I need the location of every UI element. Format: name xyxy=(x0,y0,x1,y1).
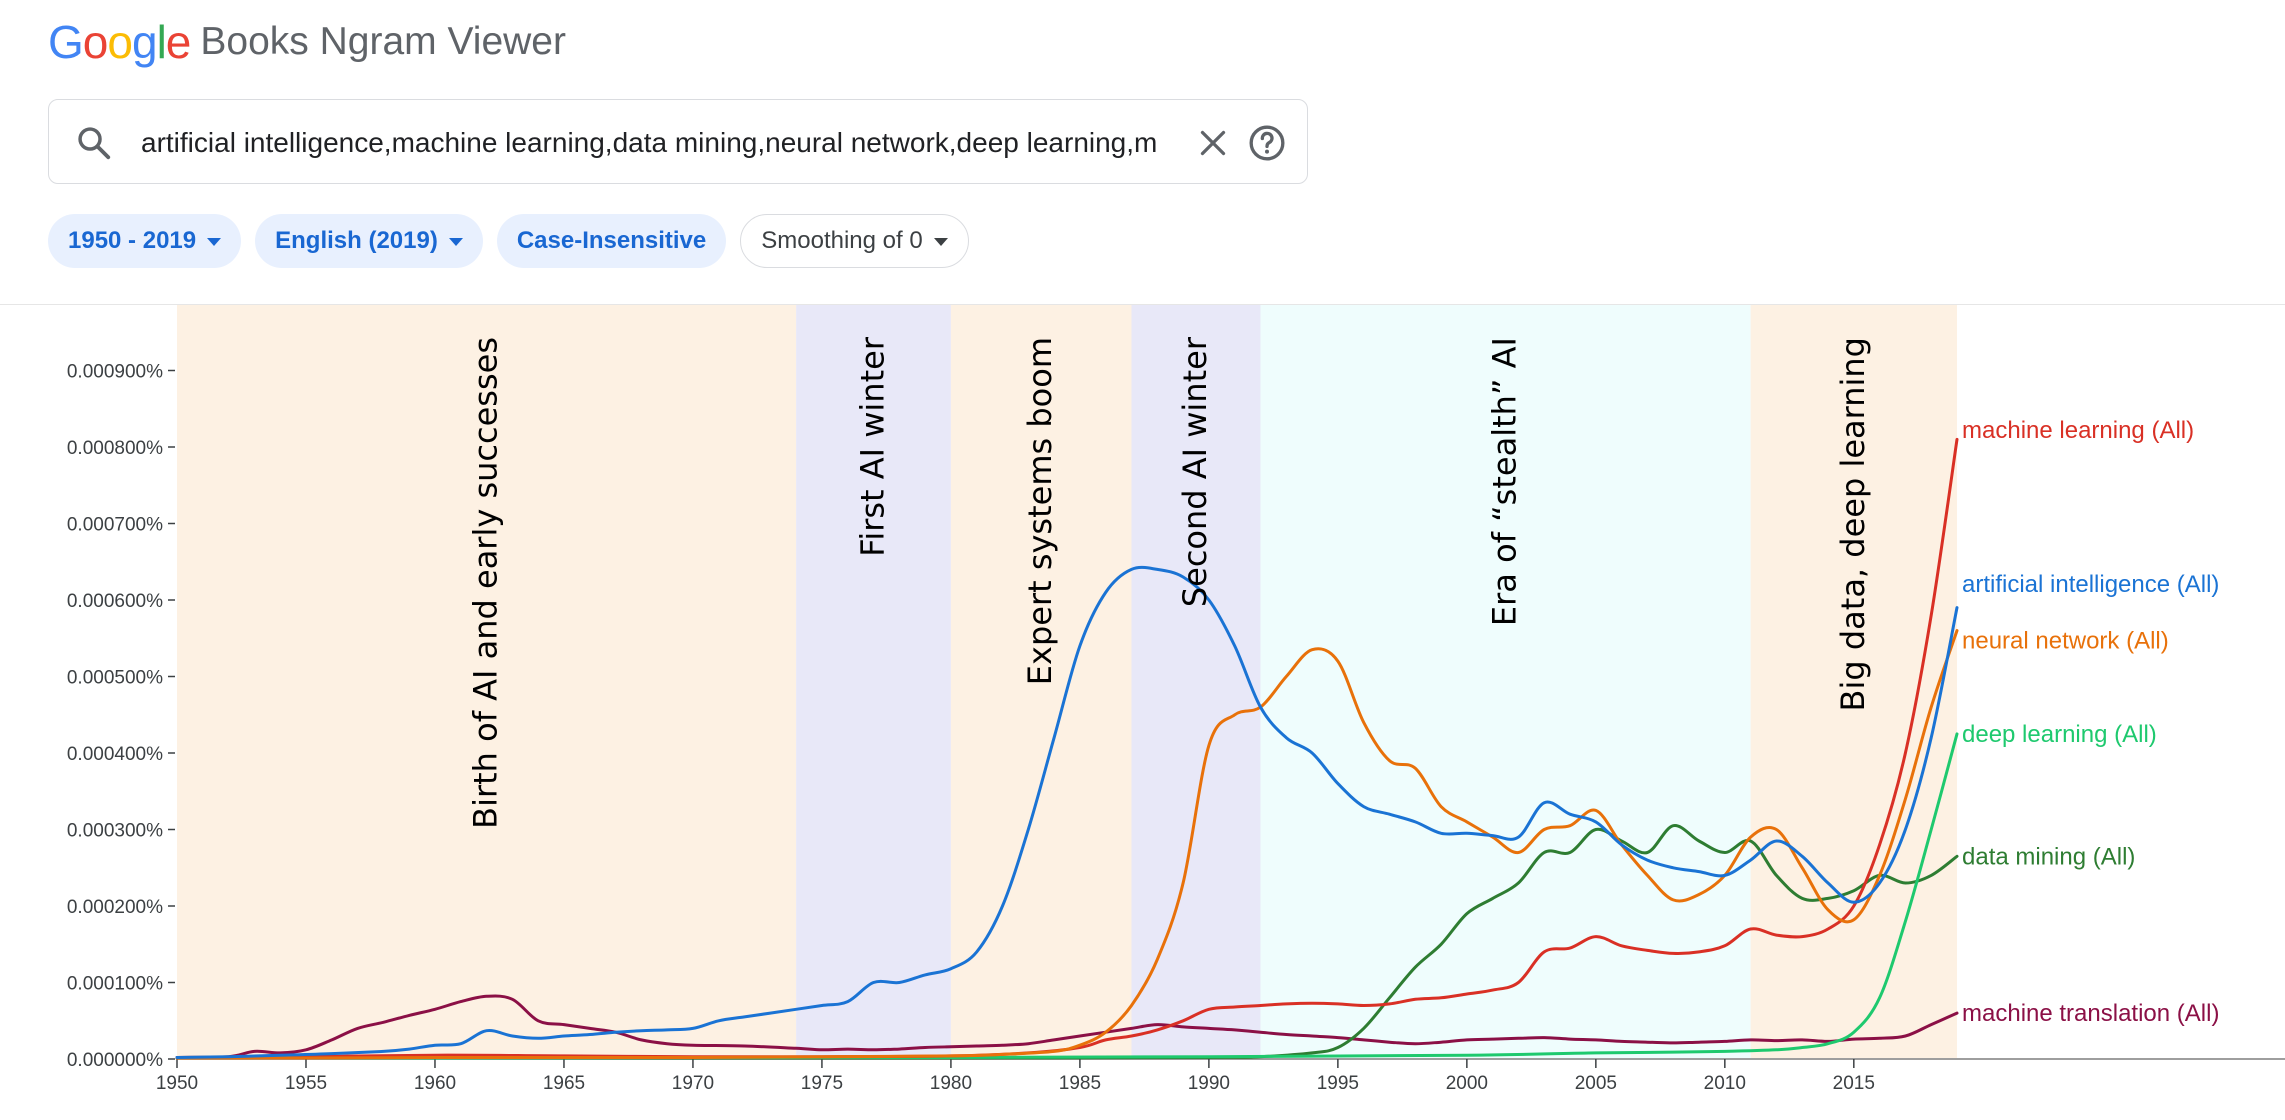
smoothing-label: Smoothing of 0 xyxy=(761,227,923,254)
year-range-dropdown[interactable]: 1950 - 2019 xyxy=(48,214,242,268)
series-lines xyxy=(175,437,1959,1060)
era-band xyxy=(950,305,1132,1059)
x-tick-label: 2005 xyxy=(1575,1073,1617,1094)
y-tick-label: 0.000500% xyxy=(67,668,163,689)
year-range-label: 1950 - 2019 xyxy=(68,227,197,254)
caret-down-icon xyxy=(448,238,463,246)
x-tick-label: 1975 xyxy=(801,1073,843,1094)
y-tick-label: 0.000900% xyxy=(67,362,163,383)
x-tick-label: 2010 xyxy=(1704,1073,1746,1094)
search-box xyxy=(48,99,1308,185)
corpus-label: English (2019) xyxy=(275,227,438,254)
series-line[interactable] xyxy=(175,565,1959,1059)
logo-letter: l xyxy=(156,16,167,68)
case-label: Case-Insensitive xyxy=(516,227,707,254)
y-tick-label: 0.000400% xyxy=(67,744,163,765)
logo-letter: o xyxy=(82,16,109,68)
close-icon[interactable] xyxy=(1195,125,1231,161)
search-input[interactable] xyxy=(141,100,1191,185)
caret-down-icon xyxy=(207,238,222,246)
y-tick-label: 0.000000% xyxy=(67,1050,163,1071)
era-band xyxy=(1750,305,1957,1059)
y-tick-label: 0.000800% xyxy=(67,438,163,459)
search-icon[interactable] xyxy=(75,124,113,162)
x-tick-label: 2000 xyxy=(1446,1073,1488,1094)
era-band xyxy=(1131,305,1261,1059)
x-tick-label: 1955 xyxy=(285,1073,327,1094)
logo-letter: e xyxy=(165,16,192,68)
era-label: Era of “stealth” AI xyxy=(1486,337,1524,626)
series-label[interactable]: machine translation (All) xyxy=(1962,1000,2219,1027)
y-tick-label: 0.000600% xyxy=(67,591,163,612)
era-label: First AI winter xyxy=(854,336,892,557)
x-tick-label: 1960 xyxy=(414,1073,456,1094)
x-tick-label: 2015 xyxy=(1833,1073,1875,1094)
x-tick-label: 1950 xyxy=(156,1073,198,1094)
series-label[interactable]: machine learning (All) xyxy=(1962,417,2194,444)
product-name: Books Ngram Viewer xyxy=(200,20,566,63)
y-tick-label: 0.000200% xyxy=(67,897,163,918)
era-label: Big data, deep learning xyxy=(1834,337,1872,711)
series-label[interactable]: deep learning (All) xyxy=(1962,721,2157,748)
y-tick-label: 0.000300% xyxy=(67,821,163,842)
series-label[interactable]: neural network (All) xyxy=(1962,627,2169,654)
google-wordmark: Google xyxy=(48,15,192,69)
x-tick-label: 1990 xyxy=(1188,1073,1230,1094)
x-tick-label: 1970 xyxy=(672,1073,714,1094)
series-line[interactable] xyxy=(175,629,1959,1060)
x-tick-label: 1995 xyxy=(1317,1073,1359,1094)
case-toggle[interactable]: Case-Insensitive xyxy=(496,214,727,268)
google-books-logo[interactable]: Google Books Ngram Viewer xyxy=(48,14,566,70)
logo-letter: o xyxy=(107,16,133,68)
y-tick-label: 0.000100% xyxy=(67,974,163,995)
logo-letter: G xyxy=(48,16,84,68)
era-label: Birth of AI and early successes xyxy=(467,337,505,829)
era-band xyxy=(1260,305,1751,1059)
caret-down-icon xyxy=(933,238,948,246)
divider xyxy=(0,304,2285,305)
filter-bar: 1950 - 2019 English (2019) Case-Insensit… xyxy=(48,214,969,268)
series-label[interactable]: data mining (All) xyxy=(1962,843,2135,870)
y-tick-label: 0.000700% xyxy=(67,515,163,536)
era-bands xyxy=(177,305,1957,1059)
series-labels: artificial intelligence (All) neural netw… xyxy=(1962,417,2219,1027)
corpus-dropdown[interactable]: English (2019) xyxy=(255,214,483,268)
era-label: Second AI winter xyxy=(1176,336,1214,607)
series-label[interactable]: artificial intelligence (All) xyxy=(1962,571,2219,598)
x-tick-label: 1965 xyxy=(543,1073,585,1094)
era-labels: Birth of AI and early successes First AI … xyxy=(467,336,1872,829)
ngram-chart: 0.000000% 0.000100% 0.000200% 0.000300% 0.00… xyxy=(67,305,2285,1094)
era-band xyxy=(796,305,951,1059)
era-label: Expert systems boom xyxy=(1021,337,1059,685)
era-band xyxy=(177,305,797,1059)
help-circle-icon[interactable] xyxy=(1247,123,1287,163)
logo-letter: g xyxy=(131,16,158,68)
x-tick-label: 1985 xyxy=(1059,1073,1101,1094)
smoothing-dropdown[interactable]: Smoothing of 0 xyxy=(740,214,969,268)
x-tick-label: 1980 xyxy=(930,1073,972,1094)
